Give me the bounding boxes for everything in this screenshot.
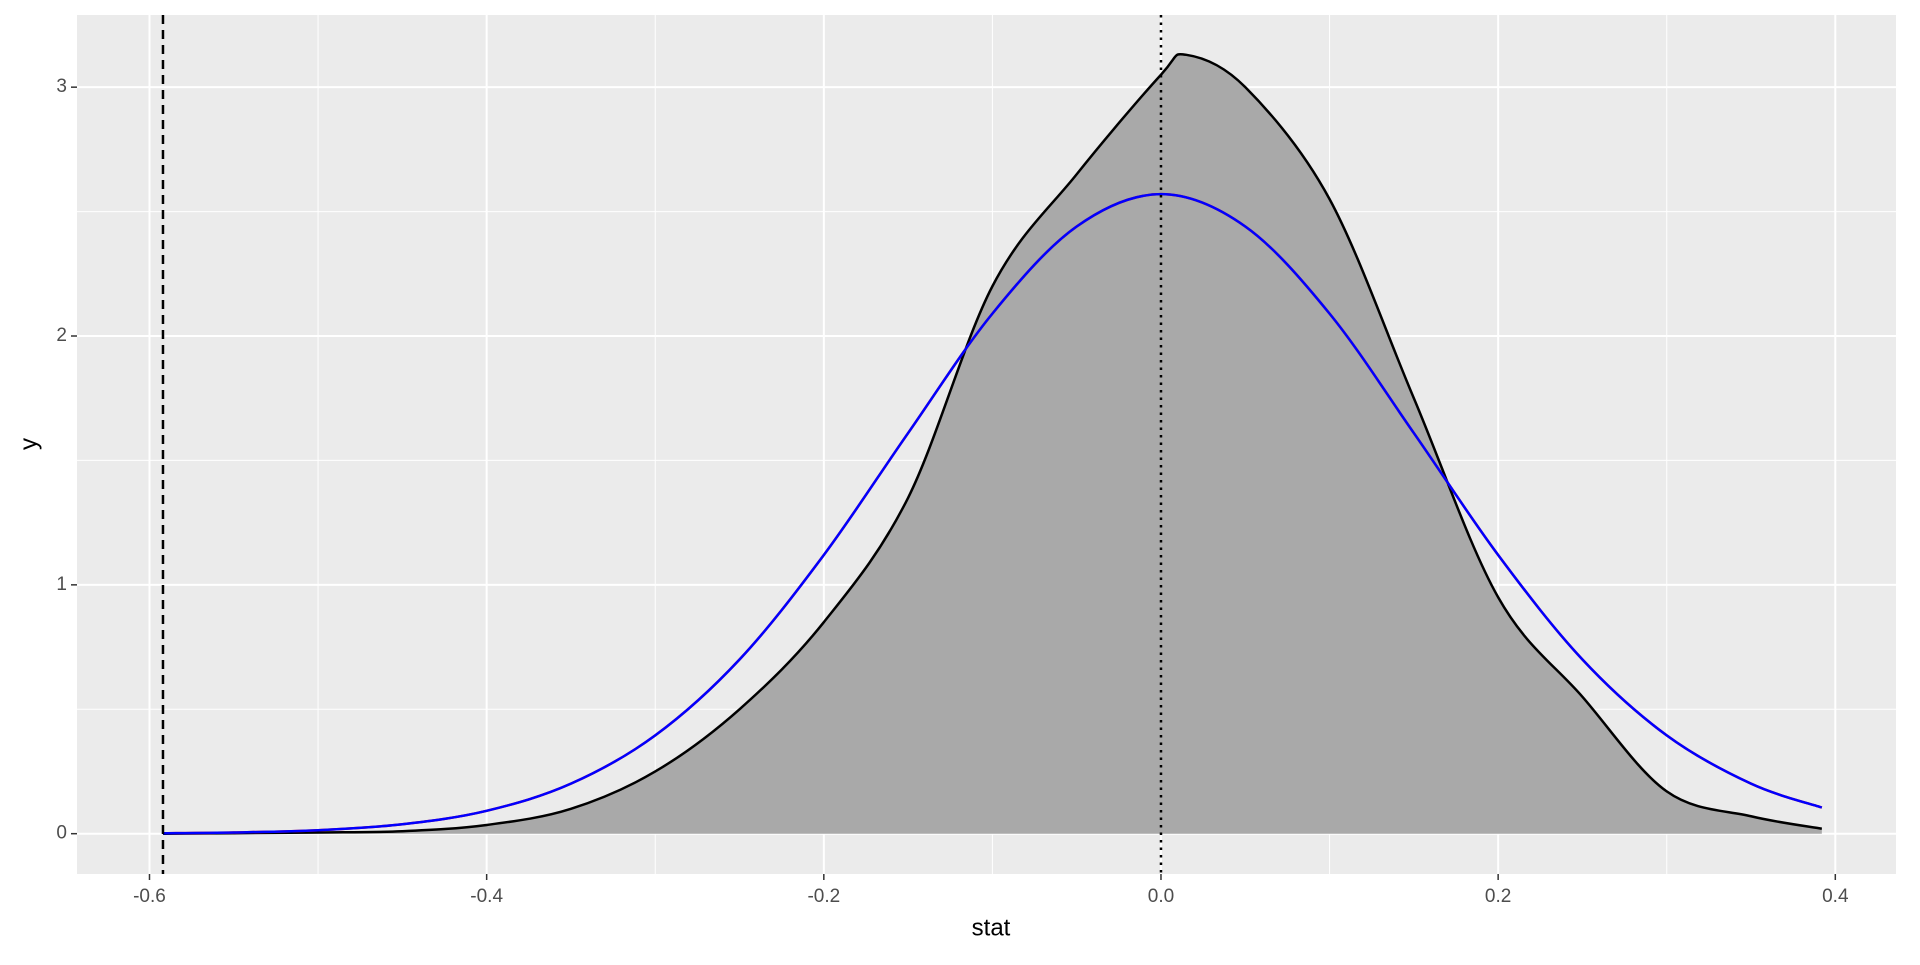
y-axis-title: y <box>15 438 42 450</box>
x-tick-label: 0.0 <box>1148 886 1174 907</box>
y-tick-label: 2 <box>56 325 67 346</box>
y-tick-label: 1 <box>56 574 67 595</box>
density-line <box>162 53 1823 835</box>
x-axis-title: stat <box>972 914 1011 941</box>
x-tick-label: 0.4 <box>1822 886 1849 907</box>
normal-curve <box>162 192 1823 835</box>
x-tick-label: -0.2 <box>807 886 840 907</box>
x-tick-label: -0.6 <box>133 886 166 907</box>
x-tick-label: 0.2 <box>1485 886 1511 907</box>
y-tick-label: 0 <box>56 823 67 844</box>
x-tick-label: -0.4 <box>470 886 503 907</box>
density-area <box>162 54 1822 834</box>
y-tick-label: 3 <box>56 76 67 97</box>
